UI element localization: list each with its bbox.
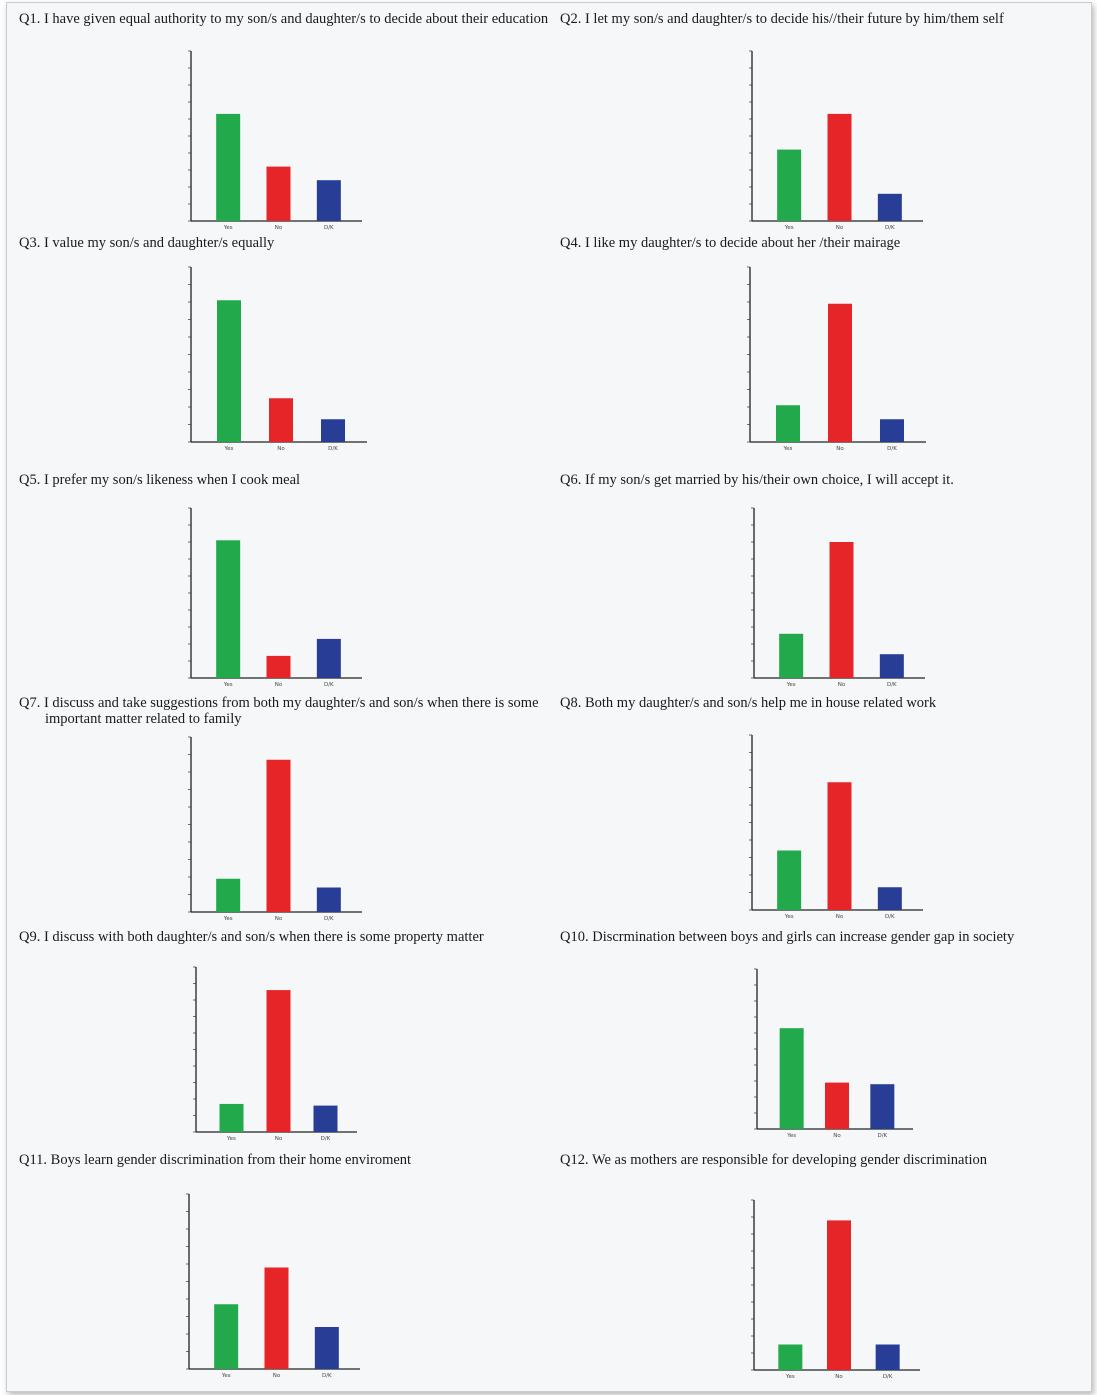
- bar-no: [269, 398, 293, 442]
- category-label: Yes: [221, 1373, 231, 1379]
- bar-yes: [219, 1103, 244, 1132]
- q4-title: Q4. I like my daughter/s to decide about…: [560, 235, 901, 251]
- category-label: D/K: [885, 914, 895, 920]
- category-label: D/K: [887, 682, 897, 688]
- q6-chart: Yes No D/K: [751, 507, 925, 688]
- category-label: Yes: [784, 225, 794, 231]
- q9-title: Q9. I discuss with both daughter/s and s…: [19, 929, 484, 945]
- q2-chart: Yes No D/K: [749, 50, 923, 231]
- bar-yes: [777, 850, 802, 910]
- bar-d-k: [321, 419, 345, 442]
- category-label: D/K: [322, 1373, 332, 1379]
- category-label: No: [275, 1136, 283, 1142]
- bar-no: [266, 990, 291, 1132]
- bar-d-k: [875, 1344, 900, 1370]
- bar-yes: [216, 113, 241, 221]
- bar-d-k: [316, 180, 341, 221]
- category-label: No: [277, 446, 285, 452]
- bar-no: [825, 1082, 849, 1129]
- bar-d-k: [314, 1327, 339, 1369]
- q9-chart: Yes No D/K: [193, 966, 357, 1142]
- bar-d-k: [877, 887, 902, 910]
- category-label: No: [838, 682, 846, 688]
- category-label: Yes: [226, 1136, 236, 1142]
- bar-no: [266, 166, 291, 221]
- bar-no: [827, 1220, 851, 1370]
- category-label: No: [275, 682, 283, 688]
- q11-title: Q11. Boys learn gender discrimination fr…: [19, 1152, 412, 1168]
- q7-title: Q7. I discuss and take suggestions from …: [19, 695, 539, 727]
- bar-no: [266, 759, 291, 912]
- category-label: Yes: [786, 682, 796, 688]
- bar-no: [264, 1267, 289, 1369]
- bar-yes: [214, 1304, 239, 1369]
- q7-chart: Yes No D/K: [188, 736, 362, 922]
- bar-yes: [779, 633, 804, 678]
- bar-yes: [778, 1344, 803, 1370]
- category-label: No: [836, 446, 844, 452]
- category-label: Yes: [223, 916, 233, 922]
- category-label: No: [275, 225, 283, 231]
- bar-no: [829, 542, 854, 678]
- category-label: D/K: [324, 916, 334, 922]
- q10-title: Q10. Discrmination between boys and girl…: [560, 929, 1015, 945]
- figure-page: Q1. I have given equal authority to my s…: [6, 2, 1092, 1392]
- category-label: D/K: [887, 446, 897, 452]
- q6-title: Q6. If my son/s get married by his/their…: [560, 472, 954, 488]
- category-label: D/K: [877, 1133, 887, 1139]
- category-label: D/K: [324, 682, 334, 688]
- category-label: No: [273, 1373, 281, 1379]
- category-label: Yes: [223, 682, 233, 688]
- q12-chart: Yes No D/K: [751, 1199, 920, 1380]
- category-label: Yes: [223, 225, 233, 231]
- bar-d-k: [316, 638, 341, 678]
- category-label: D/K: [883, 1374, 893, 1380]
- category-label: D/K: [885, 225, 895, 231]
- bar-yes: [777, 149, 802, 221]
- bar-d-k: [880, 419, 904, 442]
- q5-title: Q5. I prefer my son/s likeness when I co…: [19, 472, 301, 488]
- category-label: Yes: [783, 446, 793, 452]
- bar-d-k: [877, 193, 902, 221]
- bar-yes: [216, 878, 241, 912]
- bar-yes: [217, 300, 241, 442]
- bar-d-k: [870, 1084, 895, 1129]
- category-label: No: [835, 1374, 843, 1380]
- q8-chart: Yes No D/K: [749, 734, 923, 920]
- q5-chart: Yes No D/K: [188, 507, 362, 688]
- category-label: Yes: [784, 914, 794, 920]
- q2-title: Q2. I let my son/s and daughter/s to dec…: [560, 11, 1004, 27]
- bar-no: [827, 782, 852, 910]
- q12-title: Q12. We as mothers are responsible for d…: [560, 1152, 988, 1168]
- category-label: D/K: [321, 1136, 331, 1142]
- bar-d-k: [313, 1105, 338, 1132]
- category-label: No: [275, 916, 283, 922]
- category-label: Yes: [224, 446, 234, 452]
- category-label: No: [833, 1133, 841, 1139]
- q10-chart: Yes No D/K: [754, 968, 913, 1139]
- bar-no: [266, 655, 291, 678]
- bar-yes: [776, 405, 800, 442]
- q1-title: Q1. I have given equal authority to my s…: [19, 11, 549, 27]
- category-label: No: [836, 914, 844, 920]
- category-label: Yes: [786, 1133, 796, 1139]
- category-label: D/K: [324, 225, 334, 231]
- q3-chart: Yes No D/K: [188, 266, 367, 452]
- bar-d-k: [316, 887, 341, 912]
- q8-title: Q8. Both my daughter/s and son/s help me…: [560, 695, 937, 711]
- bar-yes: [779, 1028, 804, 1129]
- category-label: D/K: [328, 446, 338, 452]
- bar-no: [828, 303, 852, 442]
- bar-no: [827, 113, 852, 221]
- category-label: No: [836, 225, 844, 231]
- q1-chart: Yes No D/K: [188, 50, 362, 231]
- q4-chart: Yes No D/K: [747, 266, 926, 452]
- bar-yes: [216, 540, 241, 678]
- bar-d-k: [879, 654, 904, 678]
- category-label: Yes: [785, 1374, 795, 1380]
- q3-title: Q3. I value my son/s and daughter/s equa…: [19, 235, 275, 251]
- q11-chart: Yes No D/K: [186, 1193, 360, 1379]
